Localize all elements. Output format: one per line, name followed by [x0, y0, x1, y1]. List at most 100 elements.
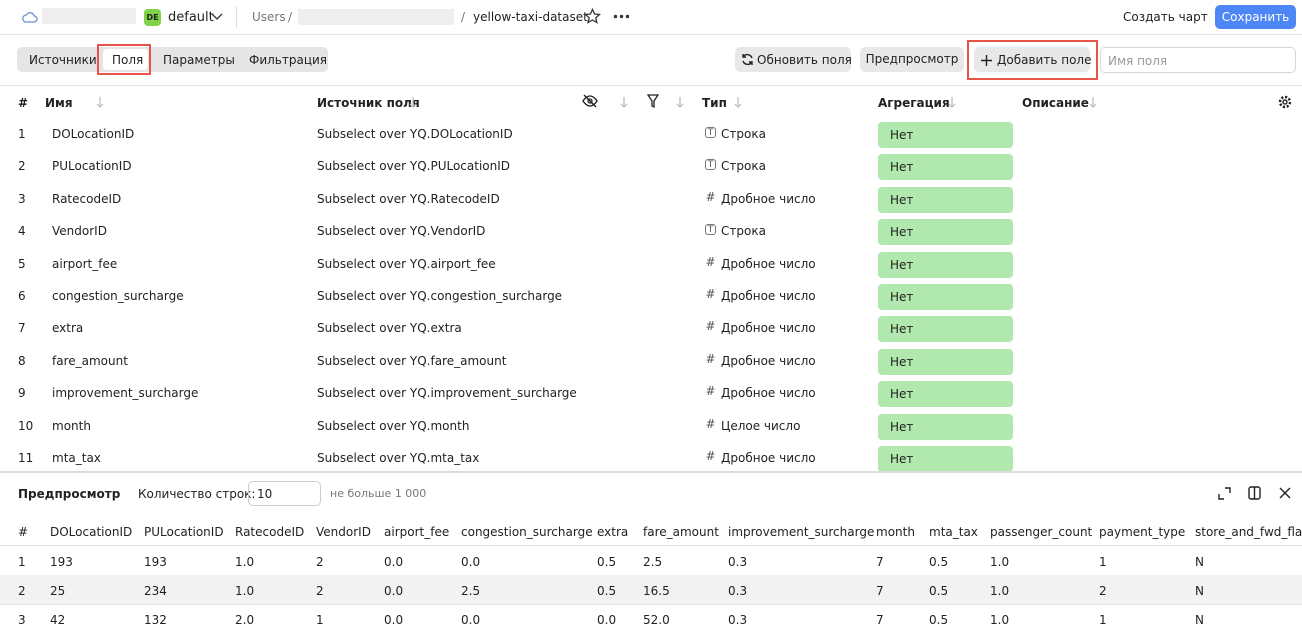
preview-cell: 0.3 [728, 584, 748, 598]
field-name[interactable]: month [52, 418, 91, 433]
expand-icon[interactable] [1218, 487, 1231, 500]
preview-column-header: mta_tax [929, 525, 978, 539]
preview-cell: 193 [50, 555, 73, 569]
row-number: 1 [18, 127, 26, 141]
settings-icon[interactable] [1277, 94, 1293, 113]
aggregation-cell[interactable]: Нет [878, 154, 1013, 181]
field-type[interactable]: Строка [721, 224, 766, 239]
tab[interactable]: Параметры [163, 53, 235, 67]
preview-cell: 1.0 [235, 584, 255, 598]
aggregation-cell[interactable]: Нет [878, 316, 1013, 343]
field-source: Subselect over YQ.airport_fee [317, 256, 496, 271]
aggregation-cell[interactable]: Нет [878, 122, 1013, 148]
preview-cell: 1.0 [990, 555, 1010, 569]
preview-cell: 25 [50, 584, 66, 598]
create-chart-button[interactable]: Создать чарт [1123, 10, 1208, 24]
field-type[interactable]: Дробное число [721, 256, 816, 271]
field-name[interactable]: improvement_surcharge [52, 386, 199, 401]
preview-cell: 0.0 [384, 555, 404, 569]
preview-column-header: VendorID [316, 525, 371, 539]
column-header: Имя [45, 96, 73, 110]
preview-cell: 3 [18, 613, 26, 627]
preview-cell: 2 [316, 584, 324, 598]
chevron[interactable] [211, 13, 223, 21]
aggregation-cell[interactable]: Нет [878, 284, 1013, 310]
field-type[interactable]: Строка [721, 159, 766, 174]
field-name[interactable]: congestion_surcharge [52, 289, 184, 303]
refresh-icon [742, 53, 753, 66]
row-number: 9 [18, 386, 26, 401]
preview-column-header: extra [597, 525, 629, 539]
field-type[interactable]: Целое число [721, 418, 801, 433]
preview-title: Предпросмотр [18, 487, 121, 501]
preview-cell: 2.5 [643, 555, 663, 569]
field-name[interactable]: DOLocationID [52, 127, 135, 141]
preview-column-header: airport_fee [384, 525, 450, 539]
preview-button[interactable]: Предпросмотр [860, 47, 964, 72]
field-name[interactable]: VendorID [52, 224, 107, 239]
preview-cell: 1.0 [235, 555, 255, 569]
aggregation-cell[interactable]: Нет [878, 381, 1013, 408]
more-icon[interactable] [613, 14, 630, 19]
preview-header-border [0, 545, 1302, 546]
highlight [97, 44, 151, 75]
breadcrumb-sep: / [288, 10, 293, 24]
field-name[interactable]: RatecodeID [52, 191, 122, 206]
field-type[interactable]: Дробное число [721, 321, 816, 336]
field-source: Subselect over YQ.DOLocationID [317, 127, 513, 141]
refresh-label: Обновить поля [757, 53, 852, 67]
field-type[interactable]: Дробное число [721, 191, 816, 206]
rows-label: Количество строк: [138, 487, 256, 501]
tab[interactable]: Фильтрация [249, 53, 328, 67]
aggregation-cell[interactable]: Нет [878, 219, 1013, 246]
field-name[interactable]: PULocationID [52, 159, 132, 174]
save-button[interactable]: Сохранить [1215, 5, 1296, 29]
field-type[interactable]: Строка [721, 127, 766, 141]
field-name[interactable]: extra [52, 321, 84, 336]
breadcrumb[interactable]: Users [252, 10, 286, 24]
preview-cell: 0.5 [597, 555, 617, 569]
active-tab-bg [103, 49, 148, 70]
field-type[interactable]: Дробное число [721, 386, 816, 401]
close-icon[interactable] [1279, 487, 1291, 499]
rows-value: 10 [257, 487, 273, 501]
type-icon: # [705, 416, 716, 431]
field-name[interactable]: airport_fee [52, 256, 118, 271]
preview-cell: 0.0 [384, 584, 404, 598]
preview-column-header: # [18, 525, 29, 539]
field-source: Subselect over YQ.PULocationID [317, 159, 511, 174]
aggregation-cell[interactable]: Нет [878, 186, 1013, 213]
field-type[interactable]: Дробное число [721, 451, 816, 465]
row-number: 11 [18, 451, 34, 465]
field-type[interactable]: Дробное число [721, 353, 816, 368]
rows-input[interactable] [248, 481, 321, 506]
preview-cell: 0.5 [929, 613, 949, 627]
preview-cell: 1 [18, 555, 26, 569]
sort-icon [734, 96, 742, 108]
workspace-name[interactable]: default [168, 10, 214, 25]
preview-cell: 16.5 [643, 584, 670, 598]
field-name[interactable]: mta_tax [52, 451, 101, 465]
column-header: # [18, 96, 29, 110]
split-icon[interactable] [1248, 486, 1261, 500]
tab[interactable]: Источники [29, 53, 97, 67]
row-number: 4 [18, 224, 26, 239]
add-field-button[interactable] [974, 47, 1090, 72]
aggregation-cell[interactable]: Нет [878, 251, 1013, 278]
field-type[interactable]: Дробное число [721, 289, 816, 303]
refresh-button[interactable] [735, 47, 851, 72]
aggregation-cell[interactable]: Нет [878, 446, 1013, 471]
toolbar-border [0, 85, 1302, 86]
search-input[interactable] [1100, 47, 1296, 73]
workspace-badge: DE [144, 9, 161, 26]
preview-cell: 7 [876, 555, 884, 569]
star-icon[interactable] [584, 8, 601, 25]
preview-cell: 0.3 [728, 555, 748, 569]
aggregation-cell[interactable]: Нет [878, 413, 1013, 440]
aggregation-cell[interactable]: Нет [878, 348, 1013, 375]
preview-cell: 42 [50, 613, 66, 627]
row-number: 7 [18, 321, 26, 336]
tab-active[interactable]: Поля [112, 53, 144, 67]
field-name[interactable]: fare_amount [52, 353, 128, 368]
preview-column-header: passenger_count [990, 525, 1093, 539]
